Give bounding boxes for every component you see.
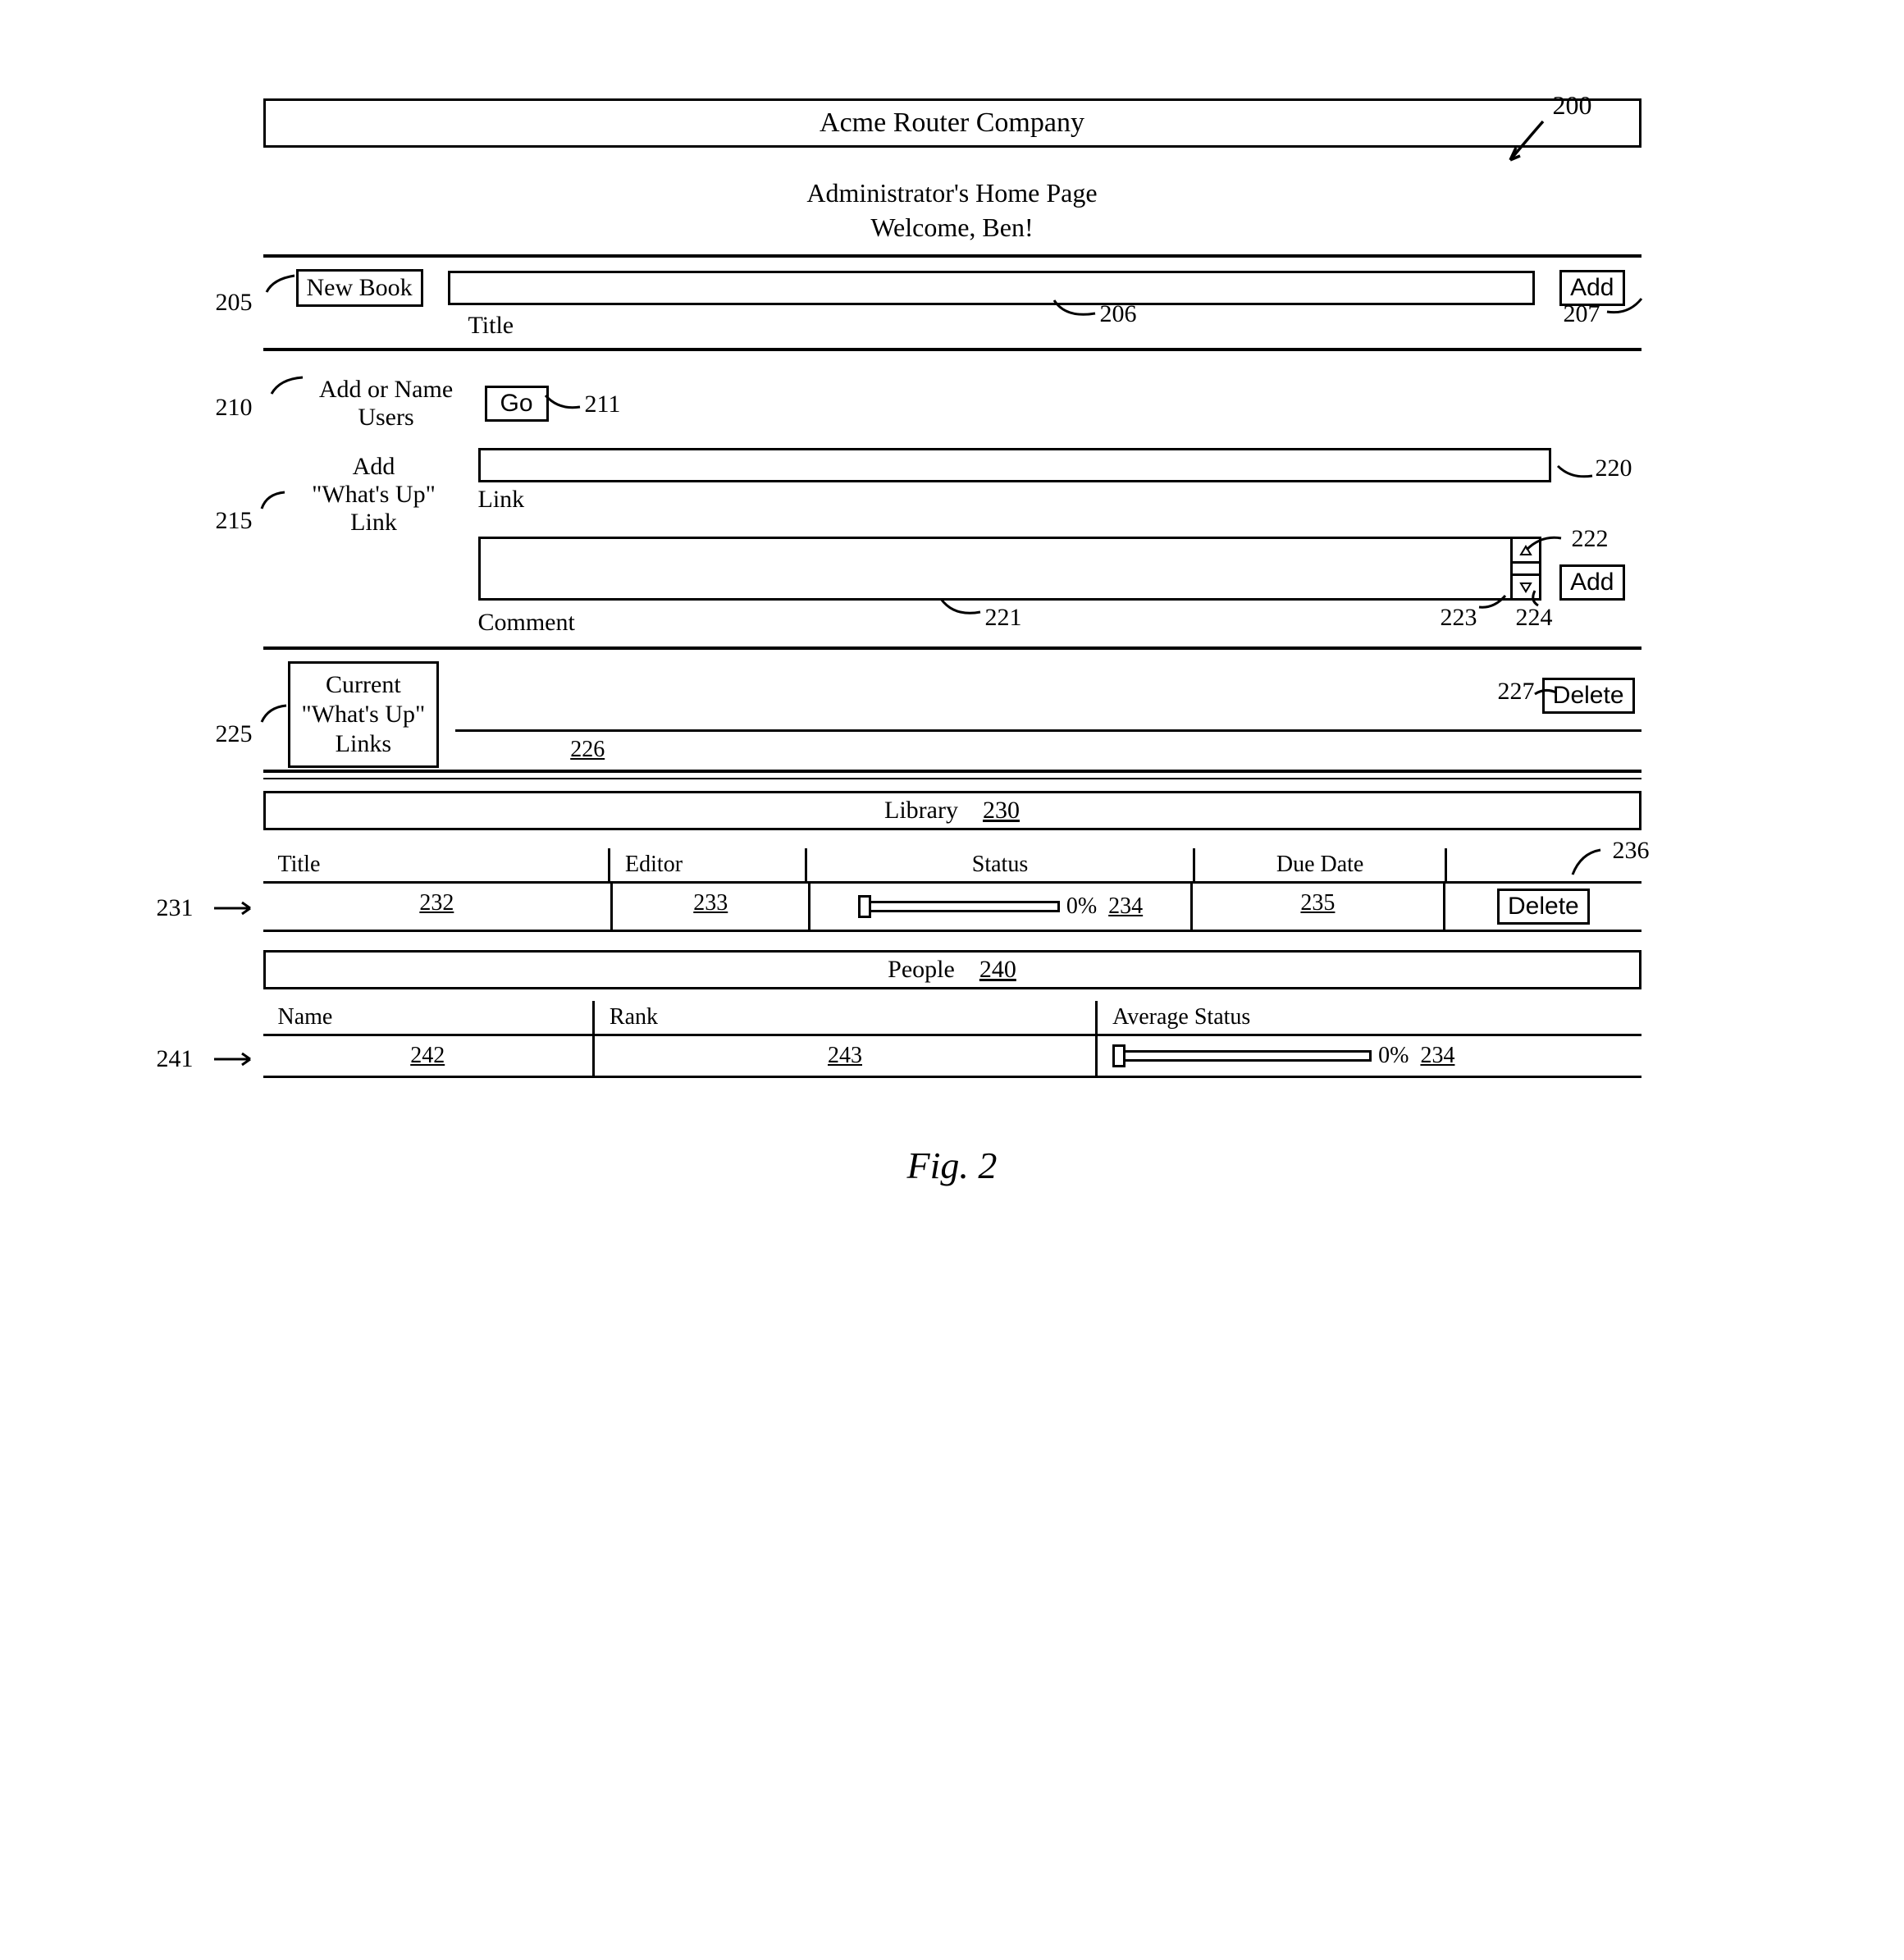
- library-progress: [858, 895, 1060, 918]
- ref-232: 232: [419, 890, 454, 916]
- ref-241: 241: [157, 1045, 194, 1073]
- comment-sublabel: Comment: [478, 609, 575, 637]
- ref-211: 211: [585, 391, 621, 418]
- users-label: Add or Name Users: [304, 376, 468, 432]
- rule: [263, 930, 1641, 932]
- ref-223: 223: [1441, 604, 1477, 632]
- leader-icon: [257, 701, 290, 725]
- link-input[interactable]: [478, 448, 1551, 482]
- ref-242: 242: [410, 1043, 445, 1068]
- leader-icon: [267, 372, 306, 397]
- arrow-icon: [1494, 115, 1559, 172]
- ref-234: 234: [1108, 893, 1143, 920]
- ref-215: 215: [216, 507, 253, 535]
- current-whatsup-label: Current "What's Up" Links: [288, 661, 440, 768]
- ref-233: 233: [693, 890, 728, 916]
- leader-icon: [1568, 845, 1604, 878]
- figure-caption: Fig. 2: [214, 1144, 1691, 1187]
- people-row: 242 243 0% 234: [263, 1036, 1641, 1076]
- leader-icon: [262, 269, 299, 297]
- leader-icon: [257, 487, 288, 512]
- leader-icon: [542, 391, 583, 415]
- company-banner: Acme Router Company: [263, 98, 1641, 148]
- ref-234b: 234: [1420, 1043, 1454, 1069]
- ref-236: 236: [1613, 837, 1650, 865]
- rule: [263, 1076, 1641, 1078]
- add-whatsup-button[interactable]: Add: [1559, 564, 1624, 601]
- page-container: 200 Acme Router Company Administrator's …: [214, 98, 1691, 1187]
- leader-icon: [938, 596, 984, 620]
- library-col-due: Due Date: [1195, 848, 1445, 881]
- library-col-editor: Editor: [610, 848, 805, 881]
- rule: [263, 770, 1641, 773]
- ref-231: 231: [157, 894, 194, 922]
- leader-icon: [1532, 684, 1559, 704]
- people-col-rank: Rank: [595, 1001, 1095, 1034]
- link-sublabel: Link: [478, 486, 1641, 514]
- ref-210: 210: [216, 394, 253, 422]
- new-book-label: New Book: [296, 269, 423, 307]
- library-progress-pct: 0%: [1066, 893, 1097, 920]
- header-line1: Administrator's Home Page: [214, 176, 1691, 211]
- ref-230: 230: [983, 797, 1020, 824]
- leader-icon: [1476, 592, 1509, 612]
- add-whatsup-label: Add "What's Up" Link: [280, 448, 468, 537]
- ref-205: 205: [216, 289, 253, 317]
- page-header: Administrator's Home Page Welcome, Ben!: [214, 176, 1691, 244]
- library-col-status: Status: [807, 848, 1194, 881]
- comment-input[interactable]: [478, 537, 1542, 601]
- people-col-avg: Average Status: [1098, 1001, 1641, 1034]
- ref-235: 235: [1300, 890, 1335, 916]
- leader-icon: [1555, 461, 1596, 482]
- ref-220: 220: [1596, 455, 1632, 482]
- go-button[interactable]: Go: [485, 386, 549, 422]
- people-progress: [1112, 1044, 1372, 1067]
- ref-226: 226: [570, 737, 605, 762]
- people-col-name: Name: [263, 1001, 592, 1034]
- arrow-right-icon: [211, 1050, 260, 1068]
- header-line2: Welcome, Ben!: [214, 211, 1691, 245]
- library-col-title: Title: [263, 848, 609, 881]
- ref-243: 243: [828, 1043, 862, 1068]
- ref-224: 224: [1516, 604, 1553, 632]
- people-progress-pct: 0%: [1378, 1043, 1409, 1069]
- delete-library-row-button[interactable]: Delete: [1497, 889, 1590, 925]
- ref-227: 227: [1498, 678, 1535, 706]
- leader-icon: [1523, 532, 1564, 555]
- ref-240: 240: [979, 956, 1016, 983]
- arrow-right-icon: [211, 899, 260, 917]
- title-input[interactable]: [448, 271, 1535, 305]
- title-sublabel: Title: [468, 312, 514, 340]
- ref-222: 222: [1572, 525, 1609, 553]
- library-banner: Library 230: [263, 791, 1641, 830]
- leader-icon: [1522, 589, 1546, 607]
- ref-225: 225: [216, 720, 253, 748]
- people-banner: People 240: [263, 950, 1641, 989]
- ref-221: 221: [985, 604, 1022, 632]
- library-row: 232 233 0% 234 235 Delete: [263, 884, 1641, 930]
